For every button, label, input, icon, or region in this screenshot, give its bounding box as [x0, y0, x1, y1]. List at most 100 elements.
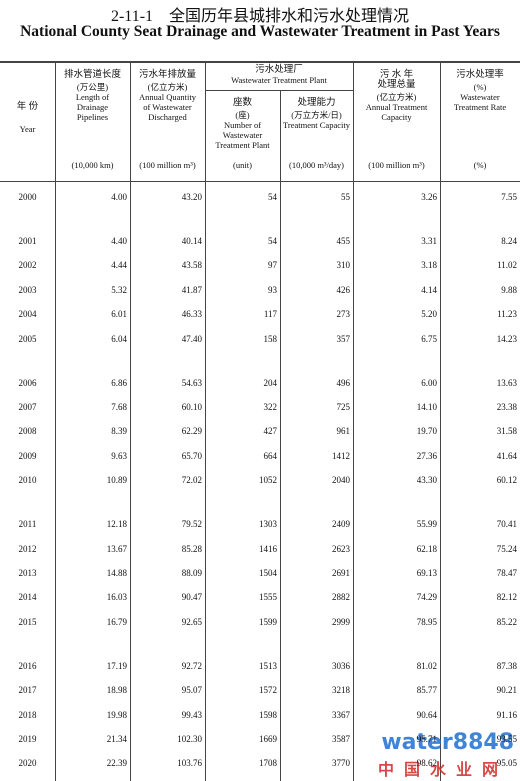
value-cell: 43.30 [416, 475, 437, 486]
year-cell: 2013 [18, 568, 37, 578]
year-cell: 2009 [18, 450, 37, 461]
value-cell: 310 [336, 260, 351, 271]
column-header-zh: 污水处理率 [456, 70, 504, 80]
group-header: 污水处理厂 Wastewater Treatment Plant [205, 62, 353, 85]
value-cell: 21.34 [106, 734, 127, 744]
year-cell: 2001 [18, 236, 37, 246]
value-cell: 2882 [332, 592, 350, 603]
year-cell: 2010 [18, 475, 37, 486]
column-header-en: Treatment Capacity [283, 120, 350, 130]
column-header: 处理能力 (万立方米/日) Treatment Capacity (10,000 m³… [280, 94, 353, 170]
column-header: 污水处理率 (%) Wastewater Treatment Rate (%) [440, 66, 520, 170]
year-cell: 2014 [18, 592, 37, 603]
column-header: 污 水 年 处理总量 (亿立方米) Annual Treatment Capacit… [353, 66, 440, 170]
column-header-unit: (10,000 m³/day) [289, 160, 344, 170]
column-header-unit-zh: (座) [235, 110, 250, 120]
value-cell: 1555 [259, 592, 277, 603]
column-header-en: Annual Treatment Capacity [365, 102, 428, 122]
watermark-name: 中国水业网 [377, 760, 508, 779]
year-cell: 2016 [18, 660, 37, 671]
year-cell: 2017 [18, 685, 37, 696]
value-cell: 95.71 [416, 734, 437, 744]
value-cell: 204 [263, 377, 278, 388]
column-header-unit-zh: (亿立方米) [147, 82, 188, 92]
value-cell: 357 [336, 333, 351, 344]
column-header-en: Length of Drainage Pipelines [75, 92, 110, 122]
value-cell: 62.29 [181, 426, 202, 437]
year-cell: 2002 [18, 260, 37, 271]
value-cell: 17.19 [106, 660, 127, 671]
value-cell: 725 [336, 402, 351, 412]
value-cell: 6.01 [111, 309, 127, 320]
column-rule [280, 91, 281, 781]
column-header-en: Wastewater Treatment Rate [453, 92, 507, 112]
value-cell: 4.00 [111, 192, 127, 202]
value-cell: 93 [268, 284, 277, 295]
column-header-unit: (100 million m³) [139, 160, 196, 170]
value-cell: 664 [263, 450, 278, 461]
value-cell: 10.89 [106, 475, 127, 486]
value-cell: 427 [263, 426, 278, 437]
value-cell: 60.10 [181, 402, 202, 412]
year-cell: 2005 [18, 333, 37, 344]
year-cell: 2019 [18, 734, 37, 744]
value-cell: 11.02 [497, 260, 517, 271]
value-cell: 158 [263, 333, 278, 344]
value-cell: 2691 [332, 568, 350, 578]
title-en: National County Seat Drainage and Wastew… [20, 23, 500, 40]
value-cell: 16.03 [106, 592, 127, 603]
column-header-en: Number of Wastewater Treatment Plant [215, 120, 270, 150]
value-cell: 2409 [332, 519, 350, 530]
value-cell: 92.65 [181, 616, 202, 627]
column-header: 排水管道长度 (万公里) Length of Drainage Pipelines (… [55, 66, 130, 170]
column-rule [55, 62, 56, 781]
column-header-unit-zh: (万公里) [76, 82, 109, 92]
value-cell: 19.70 [416, 426, 437, 437]
year-cell: 2015 [18, 616, 37, 627]
year-cell: 2006 [18, 377, 37, 388]
year-cell: 2004 [18, 309, 37, 320]
value-cell: 6.86 [111, 377, 127, 388]
value-cell: 54 [268, 192, 277, 202]
column-header-unit: (10,000 km) [71, 160, 114, 170]
year-header: 年 份 Year [0, 98, 55, 134]
value-cell: 18.98 [106, 685, 127, 696]
value-cell: 43.20 [181, 192, 202, 202]
column-header-zh: 污 水 年 处理总量 [377, 70, 416, 90]
value-cell: 455 [336, 236, 351, 246]
column-header-unit: (unit) [233, 160, 252, 170]
value-cell: 81.02 [416, 660, 437, 671]
column-header-unit-zh: (%) [473, 82, 487, 92]
value-cell: 23.38 [496, 402, 517, 412]
value-cell: 85.77 [416, 685, 437, 696]
year-cell: 2011 [18, 519, 37, 530]
column-header-zh: 排水管道长度 [63, 70, 121, 80]
value-cell: 13.67 [106, 543, 127, 554]
value-cell: 4.40 [111, 236, 127, 246]
value-cell: 91.16 [496, 709, 517, 720]
value-cell: 19.98 [106, 709, 127, 720]
value-cell: 103.76 [177, 758, 202, 769]
value-cell: 1052 [259, 475, 277, 486]
value-cell: 90.64 [416, 709, 437, 720]
value-cell: 85.28 [181, 543, 202, 554]
value-cell: 2999 [332, 616, 350, 627]
value-cell: 31.58 [496, 426, 517, 437]
value-cell: 7.68 [111, 402, 127, 412]
watermark-brand: water8848 [381, 730, 514, 755]
column-rule [205, 62, 206, 781]
year-header-en: Year [19, 124, 36, 134]
value-cell: 90.21 [496, 685, 517, 696]
column-header-unit-zh: (万立方米/日) [291, 110, 342, 120]
value-cell: 1572 [259, 685, 277, 696]
value-cell: 27.36 [416, 450, 437, 461]
column-header-unit-zh: (亿立方米) [376, 92, 417, 102]
value-cell: 82.12 [496, 592, 517, 603]
value-cell: 41.87 [181, 284, 202, 295]
value-cell: 1599 [259, 616, 277, 627]
year-cell: 2008 [18, 426, 37, 437]
value-cell: 79.52 [181, 519, 202, 530]
value-cell: 55.99 [416, 519, 437, 530]
value-cell: 1416 [259, 543, 277, 554]
value-cell: 14.23 [496, 333, 517, 344]
